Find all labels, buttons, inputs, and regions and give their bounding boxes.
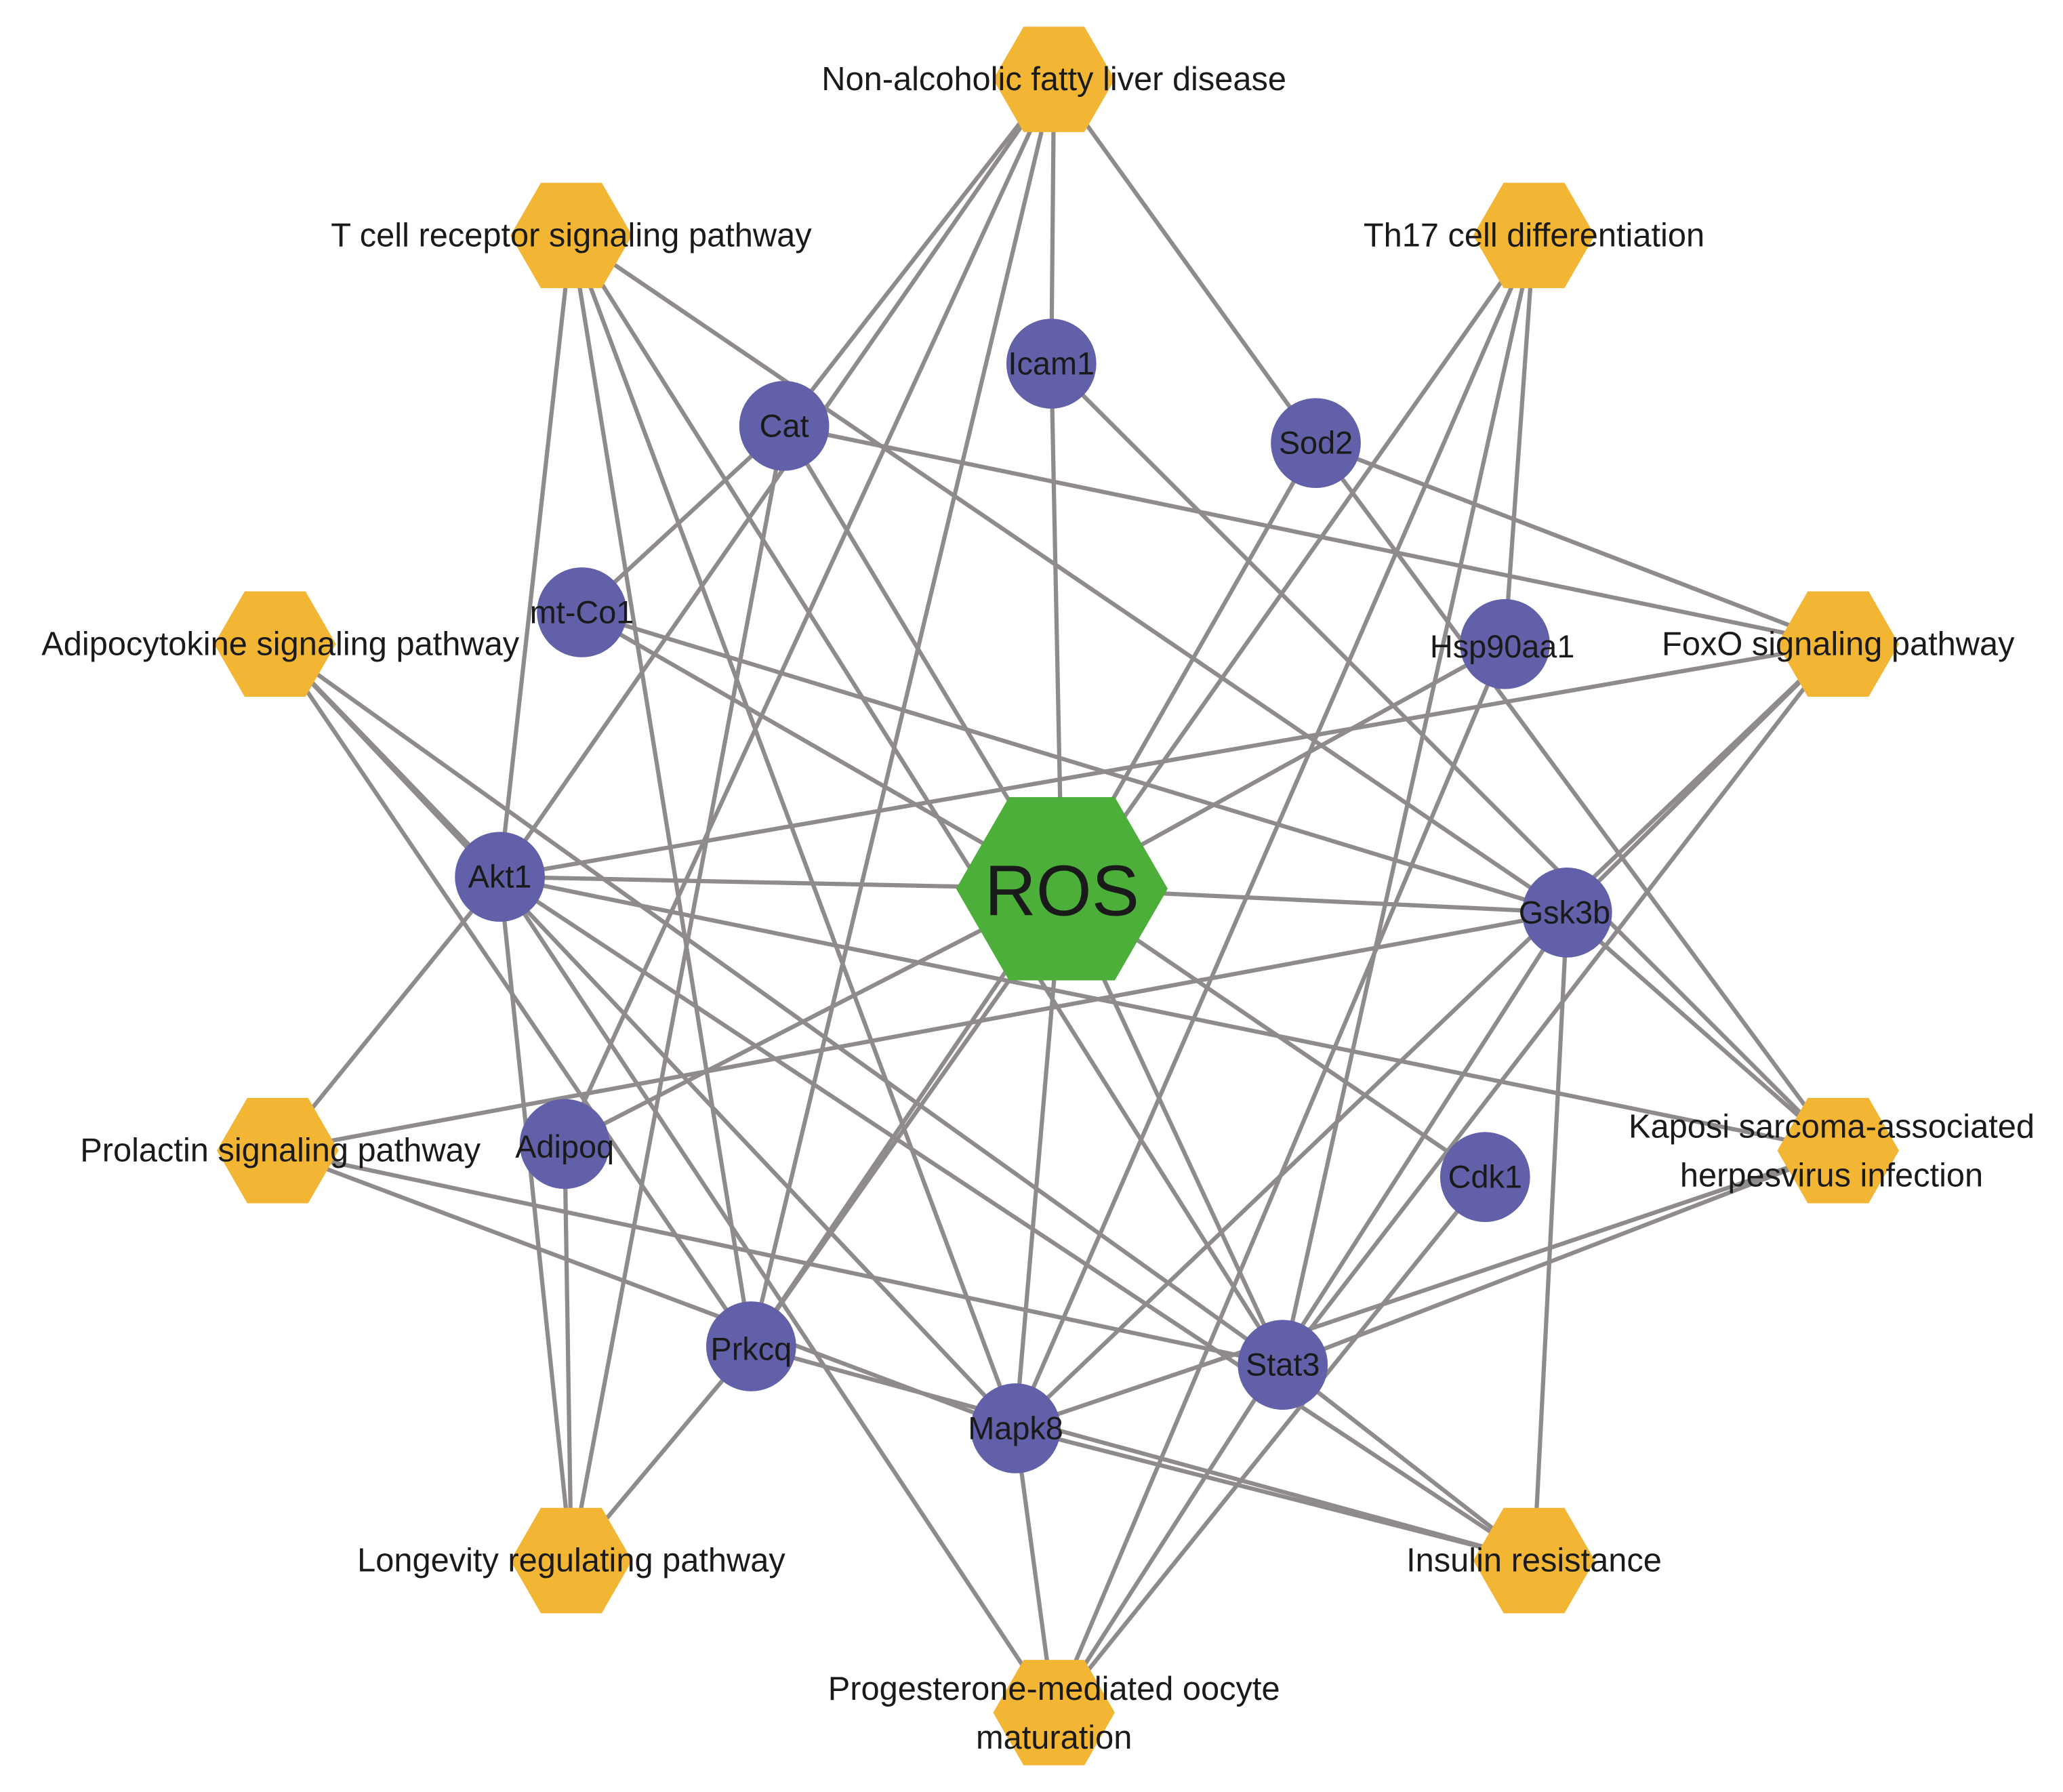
gene-node-Gsk3b[interactable] bbox=[1521, 868, 1612, 958]
gene-label-Hsp90aa1: Hsp90aa1 bbox=[1430, 629, 1575, 664]
edge-insulin-Prkcq bbox=[750, 1344, 1535, 1563]
gene-node-Icam1[interactable] bbox=[1006, 319, 1097, 409]
gene-label-Akt1: Akt1 bbox=[468, 859, 532, 895]
edge-Cat-mtCo1 bbox=[580, 424, 786, 614]
edge-tcell-Gsk3b bbox=[570, 233, 1569, 914]
pathway-node-longevity[interactable] bbox=[510, 1507, 632, 1614]
edge-foxo-Sod2 bbox=[1315, 441, 1839, 647]
gene-label-mtCo1: mt-Co1 bbox=[530, 594, 634, 630]
gene-label-Cat: Cat bbox=[760, 408, 809, 443]
gene-node-Mapk8[interactable] bbox=[971, 1383, 1061, 1473]
edge-kaposi-Mapk8 bbox=[1015, 1148, 1839, 1431]
edge-nafld-Sod2 bbox=[1052, 78, 1318, 445]
ros-label: ROS bbox=[985, 852, 1139, 931]
edge-prolactin-Gsk3b bbox=[277, 910, 1568, 1153]
edge-th17-Mapk8 bbox=[1013, 235, 1536, 1429]
gene-node-Hsp90aa1[interactable] bbox=[1460, 598, 1550, 689]
edge-progesterone-Cdk1 bbox=[1052, 1175, 1487, 1714]
pathway-node-nafld[interactable] bbox=[993, 26, 1115, 132]
edge-insulin-Akt1 bbox=[498, 875, 1536, 1563]
edge-tcell-Stat3 bbox=[569, 234, 1285, 1366]
pathway-node-foxo[interactable] bbox=[1777, 591, 1900, 697]
edge-kaposi-Sod2 bbox=[1314, 441, 1840, 1152]
pathway-node-kaposi[interactable] bbox=[1777, 1097, 1900, 1204]
edge-longevity-Akt1 bbox=[497, 876, 574, 1561]
edge-tcell-Prkcq bbox=[569, 235, 754, 1347]
edge-nafld-Cat bbox=[782, 78, 1056, 428]
gene-label-Icam1: Icam1 bbox=[1008, 346, 1095, 382]
pathway-label-foxo: FoxO signaling pathway bbox=[1662, 626, 2015, 662]
gene-node-Stat3[interactable] bbox=[1238, 1320, 1328, 1410]
edge-adipo-Mapk8 bbox=[273, 643, 1017, 1430]
gene-node-mtCo1[interactable] bbox=[537, 567, 627, 657]
gene-label-Gsk3b: Gsk3b bbox=[1519, 895, 1610, 930]
pathway-label-prolactin: Prolactin signaling pathway bbox=[80, 1133, 481, 1169]
edge-prolactin-Akt1 bbox=[276, 875, 502, 1152]
edge-th17-Prkcq bbox=[749, 234, 1536, 1348]
edge-progesterone-Hsp90aa1 bbox=[1052, 643, 1507, 1714]
edge-kaposi-Stat3 bbox=[1282, 1148, 1839, 1367]
edge-progesterone-Gsk3b bbox=[1052, 911, 1569, 1714]
edge-th17-Stat3 bbox=[1280, 235, 1536, 1366]
pathway-node-adipo[interactable] bbox=[214, 591, 336, 697]
pathway-label-nafld: Non-alcoholic fatty liver disease bbox=[821, 61, 1286, 98]
pathway-node-th17[interactable] bbox=[1473, 182, 1595, 289]
pathway-label-longevity: Longevity regulating pathway bbox=[357, 1543, 785, 1579]
edge-foxo-Cat bbox=[783, 424, 1839, 647]
edge-insulin-Gsk3b bbox=[1532, 912, 1570, 1561]
pathway-label-progesterone-line2: maturation bbox=[976, 1719, 1132, 1756]
nodes-layer bbox=[214, 26, 1900, 1766]
edge-adipo-Stat3 bbox=[274, 642, 1284, 1367]
gene-label-Cdk1: Cdk1 bbox=[1448, 1160, 1522, 1195]
edge-tcell-Akt1 bbox=[497, 235, 574, 878]
labels-layer: Non-alcoholic fatty liver disease T cell … bbox=[41, 61, 2035, 1756]
edge-nafld-Akt1 bbox=[498, 78, 1056, 878]
edge-prolactin-Stat3 bbox=[277, 1148, 1284, 1367]
edge-foxo-Akt1 bbox=[499, 642, 1839, 879]
pathway-node-prolactin[interactable] bbox=[217, 1097, 339, 1204]
gene-node-Cdk1[interactable] bbox=[1439, 1132, 1530, 1222]
pathway-label-adipo: Adipocytokine signaling pathway bbox=[41, 626, 519, 662]
pathway-label-insulin: Insulin resistance bbox=[1406, 1543, 1662, 1579]
edge-mtCo1-Gsk3b bbox=[581, 610, 1568, 915]
pathway-label-kaposi: Kaposi sarcoma-associated bbox=[1629, 1108, 2035, 1145]
edge-kaposi-Gsk3b bbox=[1566, 911, 1840, 1152]
ros-center-node[interactable] bbox=[956, 797, 1168, 981]
pathway-node-tcell[interactable] bbox=[510, 182, 632, 289]
edge-prolactin-Mapk8 bbox=[277, 1148, 1017, 1431]
pathway-label-tcell: T cell receptor signaling pathway bbox=[331, 217, 812, 253]
pathway-label-kaposi-line2: herpesvirus infection bbox=[1680, 1158, 1983, 1194]
pathway-label-progesterone: Progesterone-mediated oocyte bbox=[828, 1671, 1280, 1707]
gene-node-Adipoq[interactable] bbox=[519, 1099, 610, 1189]
edge-ROS-mtCo1 bbox=[581, 610, 1063, 891]
gene-node-Prkcq[interactable] bbox=[706, 1301, 796, 1391]
gene-label-Prkcq: Prkcq bbox=[710, 1331, 792, 1366]
gene-node-Akt1[interactable] bbox=[455, 832, 545, 922]
edge-kaposi-Icam1 bbox=[1050, 362, 1840, 1152]
gene-label-Stat3: Stat3 bbox=[1246, 1347, 1320, 1383]
edge-nafld-Prkcq bbox=[749, 79, 1057, 1347]
edge-kaposi-Akt1 bbox=[499, 874, 1839, 1153]
edge-longevity-Adipoq bbox=[563, 1143, 574, 1561]
edge-tcell-Mapk8 bbox=[569, 235, 1018, 1429]
edge-foxo-Mapk8 bbox=[1014, 643, 1840, 1430]
pathway-label-th17: Th17 cell differentiation bbox=[1364, 217, 1704, 253]
gene-label-Adipoq: Adipoq bbox=[515, 1129, 614, 1164]
pathway-node-progesterone[interactable] bbox=[993, 1660, 1115, 1766]
gene-node-Cat[interactable] bbox=[739, 380, 830, 471]
edge-progesterone-Akt1 bbox=[497, 875, 1056, 1714]
pathway-node-insulin[interactable] bbox=[1473, 1507, 1595, 1614]
gene-label-Sod2: Sod2 bbox=[1279, 426, 1353, 461]
gene-node-Sod2[interactable] bbox=[1271, 398, 1361, 489]
gene-label-Mapk8: Mapk8 bbox=[968, 1410, 1063, 1446]
